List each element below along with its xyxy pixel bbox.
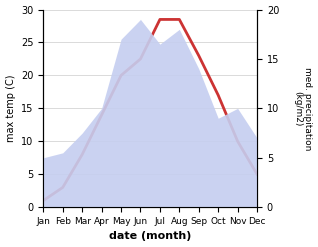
Y-axis label: med. precipitation
(kg/m2): med. precipitation (kg/m2) (293, 67, 313, 150)
Y-axis label: max temp (C): max temp (C) (5, 75, 16, 142)
X-axis label: date (month): date (month) (109, 231, 191, 242)
